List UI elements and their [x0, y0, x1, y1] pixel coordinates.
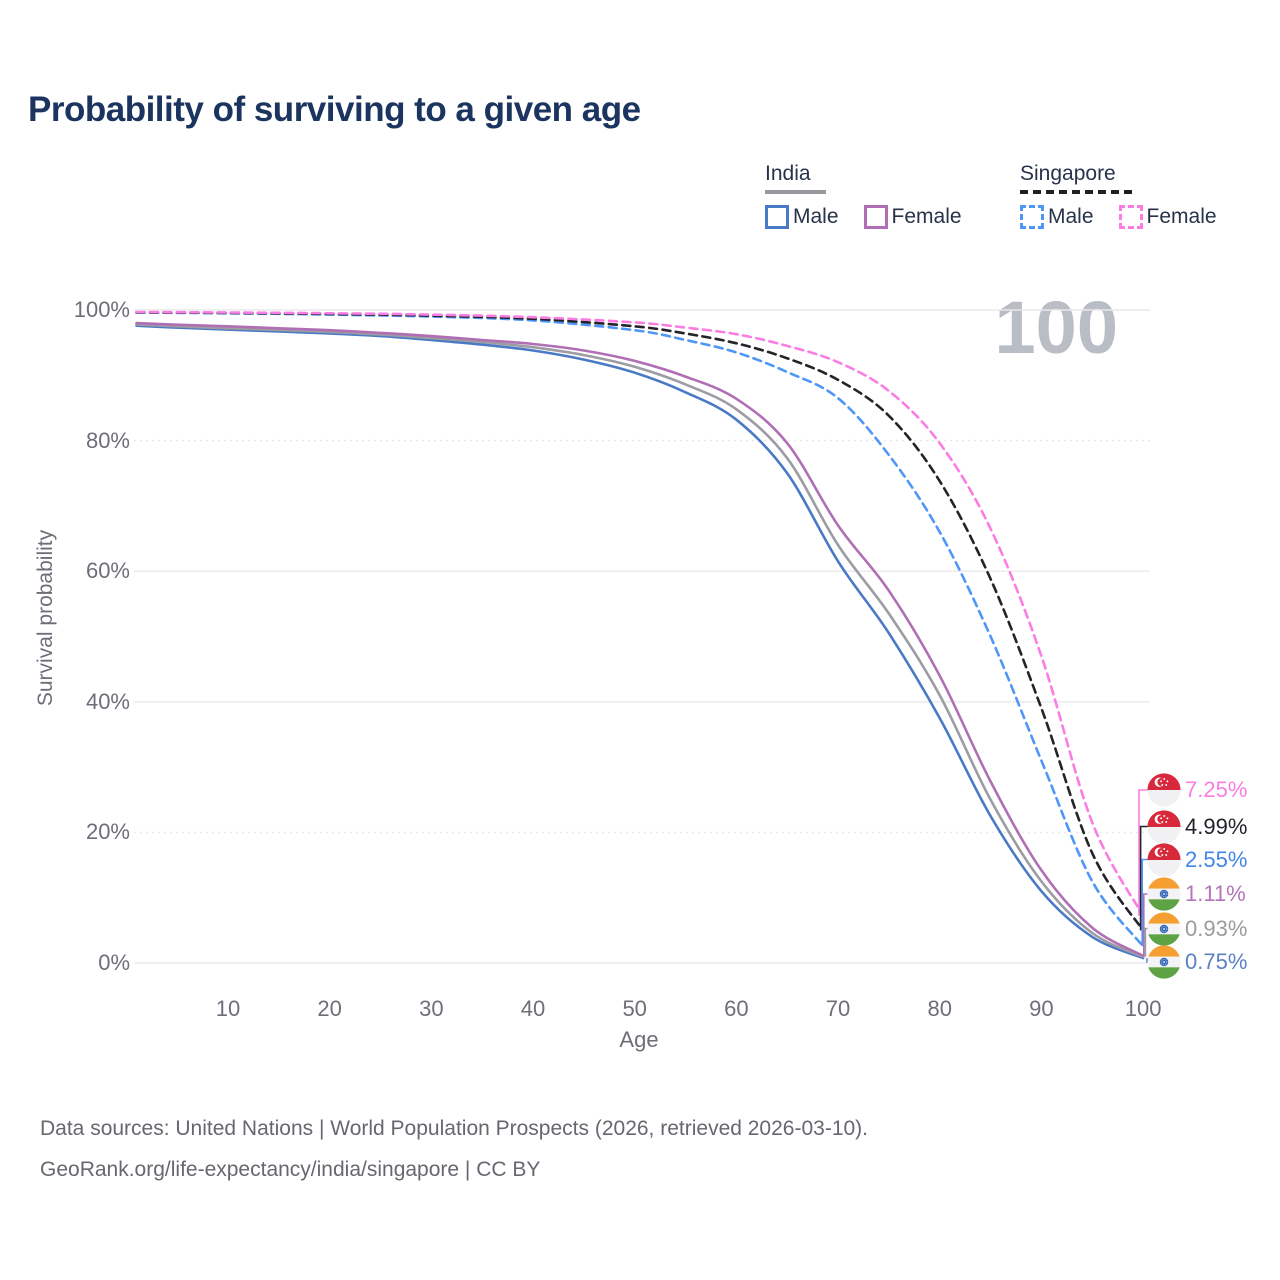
singapore-flag-icon: [1147, 809, 1181, 844]
series-line-singapore-both-sexes[interactable]: [135, 311, 1145, 932]
singapore-flag-icon: [1147, 809, 1181, 844]
singapore-flag-icon: [1147, 842, 1181, 877]
x-axis-title: Age: [619, 1027, 659, 1052]
y-tick-label: 40%: [85, 688, 130, 714]
legend-item-india-male[interactable]: Male: [765, 205, 839, 229]
india-flag-icon: [1147, 911, 1181, 946]
legend-item-singapore-male[interactable]: Male: [1020, 205, 1094, 229]
india-flag-icon: [1147, 945, 1181, 979]
series-line-india-both-sexes[interactable]: [135, 323, 1145, 959]
y-tick-label: 60%: [85, 558, 130, 584]
series-line-singapore-female[interactable]: [135, 310, 1145, 917]
page-title: Probability of surviving to a given age: [28, 90, 641, 129]
legend-title-singapore[interactable]: Singapore: [1020, 162, 1116, 185]
legend-swatch-india-female: [863, 205, 888, 229]
y-tick-label: 20%: [85, 819, 130, 845]
legend-underline-india-solid: [765, 190, 826, 194]
x-tick-label: 60: [724, 996, 749, 1021]
legend-item-india-female[interactable]: Female: [863, 205, 962, 229]
x-tick-label: 80: [927, 996, 952, 1021]
legend-item-label: Male: [793, 205, 839, 228]
india-flag-icon: [1147, 877, 1181, 911]
x-tick-label: 10: [215, 996, 241, 1021]
india-flag-icon: [1147, 945, 1181, 979]
attribution-line: GeoRank.org/life-expectancy/india/singap…: [40, 1158, 541, 1181]
legend-item-singapore-female[interactable]: Female: [1118, 205, 1217, 229]
series-line-singapore-male[interactable]: [135, 311, 1145, 948]
y-tick-label: 100%: [73, 297, 130, 322]
age-hover-indicator: 100: [994, 286, 1118, 369]
legend-swatch-singapore-male: [1020, 205, 1044, 229]
y-tick-label: 80%: [85, 427, 130, 453]
x-tick-label: 40: [520, 996, 546, 1021]
end-value-label-india-female: 1.11%: [1185, 881, 1246, 906]
legend-swatch-india-male: [765, 205, 789, 229]
legend-group-india: India Male Female: [765, 162, 962, 229]
end-value-label-singapore-female: 7.25%: [1185, 777, 1248, 802]
legend-swatch-singapore-female: [1118, 205, 1143, 229]
end-value-label-india-male: 0.75%: [1185, 949, 1248, 974]
legend-item-label: Female: [891, 205, 962, 228]
x-tick-label: 30: [419, 996, 444, 1021]
series-line-india-male[interactable]: [135, 324, 1145, 960]
end-value-label-india-both-sexes: 0.93%: [1185, 915, 1248, 941]
series-line-india-female[interactable]: [135, 321, 1145, 958]
x-tick-label: 100: [1124, 996, 1162, 1021]
end-value-label-singapore-male: 2.55%: [1185, 846, 1248, 872]
data-sources-line: Data sources: United Nations | World Pop…: [40, 1117, 869, 1140]
legend-group-singapore: Singapore Male Female: [1020, 162, 1217, 229]
y-tick-label: 0%: [98, 950, 130, 975]
x-tick-label: 90: [1029, 996, 1054, 1021]
x-tick-label: 50: [622, 996, 647, 1021]
singapore-flag-icon: [1147, 842, 1181, 877]
singapore-flag-icon: [1147, 773, 1181, 807]
series-curves: [135, 310, 1145, 960]
singapore-flag-icon: [1147, 773, 1181, 807]
legend-title-india[interactable]: India: [765, 162, 811, 185]
legend-underline-singapore-dashed: [1020, 190, 1134, 194]
legend-item-label: Male: [1048, 205, 1094, 228]
india-flag-icon: [1147, 911, 1181, 946]
y-axis-title: Survival probability: [34, 529, 57, 707]
gridlines: [134, 309, 1150, 964]
india-flag-icon: [1147, 877, 1181, 911]
end-value-label-singapore-both-sexes: 4.99%: [1185, 813, 1248, 839]
x-tick-label: 70: [825, 996, 851, 1021]
footer: Data sources: United Nations | World Pop…: [40, 1108, 868, 1190]
legend-item-label: Female: [1146, 205, 1217, 228]
x-tick-label: 20: [317, 996, 342, 1021]
